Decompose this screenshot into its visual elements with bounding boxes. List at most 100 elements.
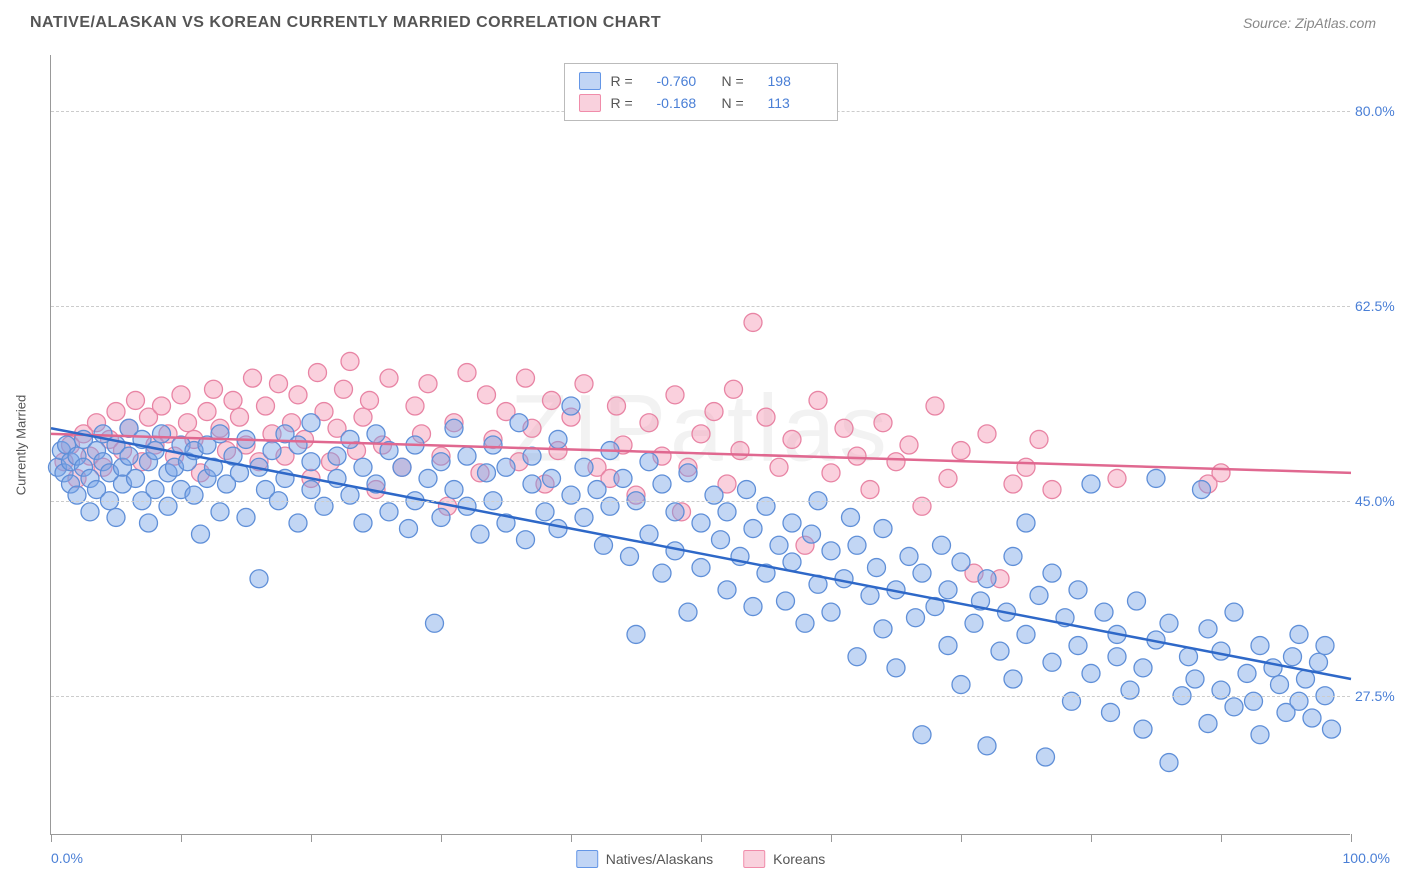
data-point	[478, 464, 496, 482]
x-tick	[831, 834, 832, 842]
data-point	[939, 581, 957, 599]
data-point	[1004, 670, 1022, 688]
data-point	[933, 536, 951, 554]
data-point	[1082, 475, 1100, 493]
legend-swatch	[579, 72, 601, 90]
data-point	[1271, 676, 1289, 694]
data-point	[978, 737, 996, 755]
data-point	[562, 397, 580, 415]
x-tick	[961, 834, 962, 842]
data-point	[640, 453, 658, 471]
data-point	[1043, 481, 1061, 499]
chart-title: NATIVE/ALASKAN VS KOREAN CURRENTLY MARRI…	[30, 14, 661, 32]
chart-plot-area: ZIPatlas Currently Married R =-0.760N =1…	[50, 55, 1350, 835]
data-point	[1030, 586, 1048, 604]
data-point	[907, 609, 925, 627]
data-point	[913, 726, 931, 744]
data-point	[257, 397, 275, 415]
data-point	[289, 436, 307, 454]
data-point	[803, 525, 821, 543]
data-point	[497, 458, 515, 476]
data-point	[1160, 754, 1178, 772]
data-point	[517, 531, 535, 549]
data-point	[1147, 469, 1165, 487]
legend-row: R =-0.760N =198	[579, 70, 823, 92]
data-point	[393, 458, 411, 476]
data-point	[432, 453, 450, 471]
data-point	[1043, 653, 1061, 671]
data-point	[575, 375, 593, 393]
data-point	[335, 380, 353, 398]
data-point	[1251, 637, 1269, 655]
data-point	[237, 508, 255, 526]
data-point	[575, 458, 593, 476]
data-point	[1128, 592, 1146, 610]
gridline	[51, 501, 1350, 502]
data-point	[835, 419, 853, 437]
data-point	[744, 313, 762, 331]
data-point	[900, 436, 918, 454]
y-tick-label: 80.0%	[1355, 103, 1405, 119]
data-point	[380, 369, 398, 387]
legend-label: Koreans	[773, 851, 825, 867]
data-point	[1251, 726, 1269, 744]
data-point	[179, 414, 197, 432]
data-point	[549, 430, 567, 448]
legend-label: Natives/Alaskans	[606, 851, 713, 867]
legend-swatch	[579, 94, 601, 112]
data-point	[380, 503, 398, 521]
data-point	[341, 430, 359, 448]
data-point	[1303, 709, 1321, 727]
n-label: N =	[722, 92, 758, 114]
data-point	[809, 391, 827, 409]
data-point	[627, 625, 645, 643]
data-point	[1102, 703, 1120, 721]
x-tick	[311, 834, 312, 842]
data-point	[848, 536, 866, 554]
x-tick	[51, 834, 52, 842]
data-point	[1069, 637, 1087, 655]
x-tick	[571, 834, 572, 842]
data-point	[783, 514, 801, 532]
data-point	[1212, 464, 1230, 482]
data-point	[978, 570, 996, 588]
correlation-legend: R =-0.760N =198R =-0.168N =113	[564, 63, 838, 121]
data-point	[1284, 648, 1302, 666]
r-label: R =	[611, 70, 647, 92]
data-point	[835, 570, 853, 588]
data-point	[419, 469, 437, 487]
data-point	[1037, 748, 1055, 766]
data-point	[1030, 430, 1048, 448]
legend-swatch	[743, 850, 765, 868]
data-point	[1290, 625, 1308, 643]
data-point	[536, 503, 554, 521]
data-point	[1004, 547, 1022, 565]
y-tick-label: 62.5%	[1355, 298, 1405, 314]
data-point	[517, 369, 535, 387]
data-point	[653, 475, 671, 493]
data-point	[244, 369, 262, 387]
data-point	[543, 391, 561, 409]
data-point	[81, 503, 99, 521]
data-point	[367, 425, 385, 443]
data-point	[595, 536, 613, 554]
data-point	[445, 481, 463, 499]
data-point	[692, 559, 710, 577]
data-point	[120, 447, 138, 465]
data-point	[770, 458, 788, 476]
data-point	[952, 442, 970, 460]
data-point	[679, 464, 697, 482]
data-point	[1108, 648, 1126, 666]
data-point	[783, 430, 801, 448]
data-point	[848, 447, 866, 465]
data-point	[1069, 581, 1087, 599]
data-point	[354, 458, 372, 476]
data-point	[549, 520, 567, 538]
data-point	[712, 531, 730, 549]
data-point	[354, 514, 372, 532]
data-point	[1238, 664, 1256, 682]
data-point	[302, 453, 320, 471]
data-point	[354, 408, 372, 426]
data-point	[868, 559, 886, 577]
data-point	[861, 586, 879, 604]
